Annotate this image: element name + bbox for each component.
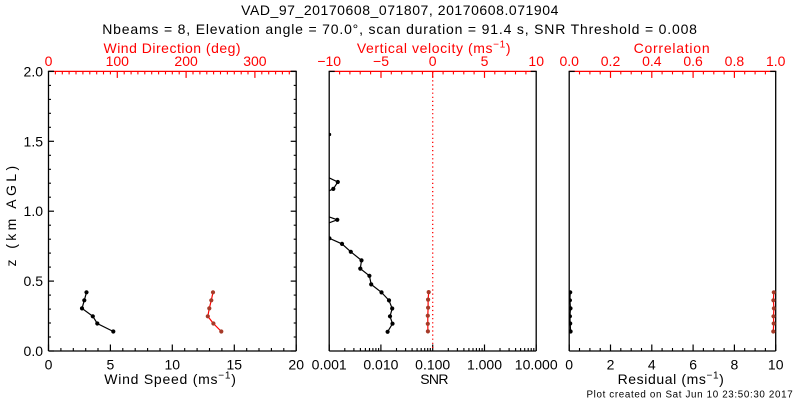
svg-text:1.5: 1.5	[24, 133, 44, 149]
svg-text:0: 0	[45, 356, 53, 372]
svg-text:Nbeams = 8, Elevation angle =: Nbeams = 8, Elevation angle = 70.0°, sca…	[102, 21, 698, 37]
svg-text:−5: −5	[373, 53, 389, 69]
svg-text:0: 0	[45, 53, 53, 69]
svg-text:1.0: 1.0	[24, 203, 44, 219]
svg-text:300: 300	[243, 53, 267, 69]
svg-text:0.0: 0.0	[559, 53, 579, 69]
svg-text:0.0: 0.0	[24, 343, 44, 359]
svg-text:0.4: 0.4	[642, 53, 662, 69]
svg-text:5: 5	[107, 356, 115, 372]
svg-text:20: 20	[288, 356, 304, 372]
svg-text:200: 200	[174, 53, 198, 69]
svg-text:2: 2	[607, 356, 615, 372]
svg-text:4: 4	[648, 356, 656, 372]
svg-text:Vertical velocity (ms−1): Vertical velocity (ms−1)	[357, 39, 511, 56]
svg-text:100: 100	[106, 53, 130, 69]
svg-text:0.2: 0.2	[601, 53, 621, 69]
svg-text:Wind Direction (deg): Wind Direction (deg)	[103, 40, 241, 56]
svg-text:SNR: SNR	[420, 371, 448, 387]
svg-text:z (km AGL): z (km AGL)	[3, 162, 19, 266]
svg-text:0.8: 0.8	[725, 53, 745, 69]
svg-text:10: 10	[165, 356, 181, 372]
svg-text:0.5: 0.5	[24, 273, 44, 289]
svg-text:−10: −10	[317, 53, 341, 69]
svg-text:Plot created on Sat Jun 10 23:: Plot created on Sat Jun 10 23:50:30 2017	[586, 389, 793, 400]
svg-text:15: 15	[227, 356, 243, 372]
svg-text:1.000: 1.000	[467, 356, 502, 372]
svg-text:Correlation: Correlation	[634, 40, 711, 56]
svg-text:10: 10	[768, 356, 784, 372]
svg-text:10.000: 10.000	[515, 356, 558, 372]
svg-text:0.6: 0.6	[683, 53, 703, 69]
svg-text:5: 5	[481, 53, 489, 69]
svg-text:6: 6	[689, 356, 697, 372]
svg-text:2.0: 2.0	[24, 63, 44, 79]
svg-text:0: 0	[429, 53, 437, 69]
svg-text:0.100: 0.100	[415, 356, 450, 372]
svg-text:0: 0	[565, 356, 573, 372]
svg-text:8: 8	[731, 356, 739, 372]
svg-text:Wind Speed (ms−1): Wind Speed (ms−1)	[104, 371, 236, 388]
svg-text:Residual (ms−1): Residual (ms−1)	[618, 371, 725, 388]
svg-text:0.010: 0.010	[363, 356, 398, 372]
svg-text:10: 10	[528, 53, 544, 69]
svg-text:1.0: 1.0	[766, 53, 786, 69]
svg-text:0.001: 0.001	[312, 356, 347, 372]
svg-text:VAD_97_20170608_071807, 201706: VAD_97_20170608_071807, 20170608.071904	[241, 2, 559, 18]
